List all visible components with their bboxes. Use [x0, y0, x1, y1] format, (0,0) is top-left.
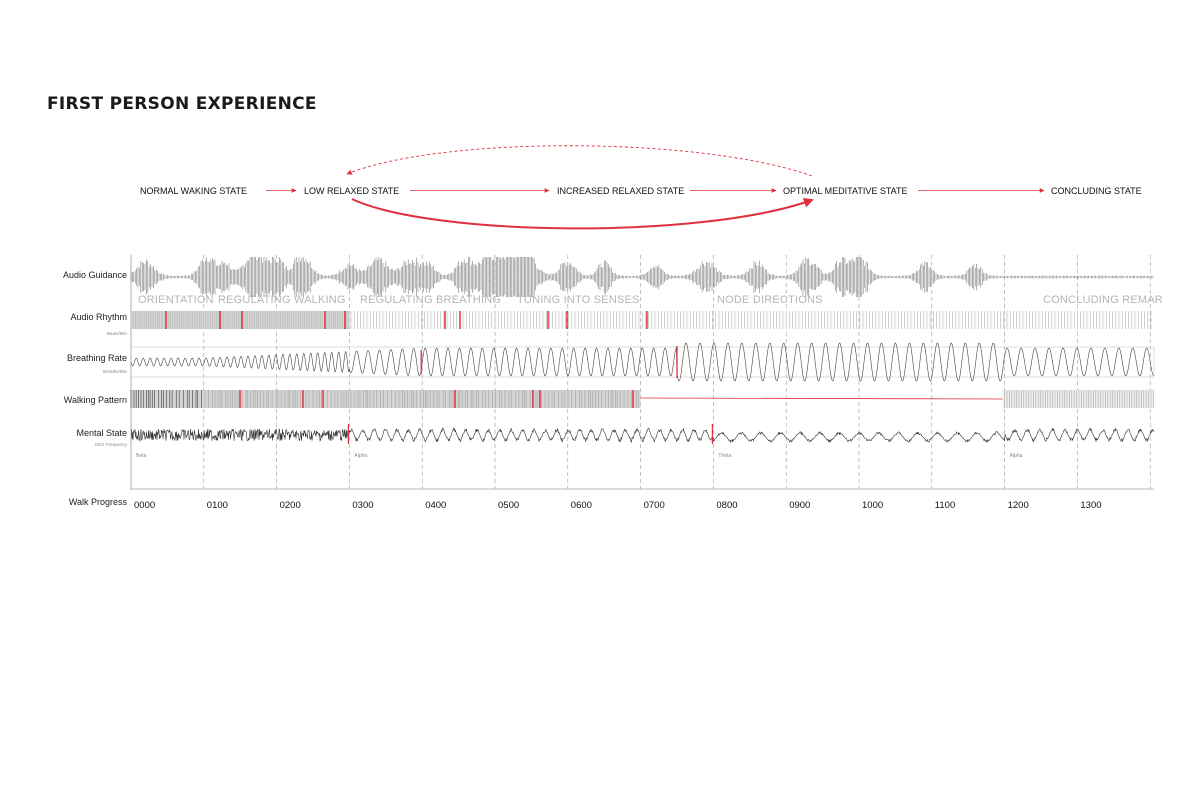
walking-pause-line [640, 397, 1003, 400]
timeline-guides [130, 255, 1154, 490]
tick-label: 0300 [352, 500, 373, 511]
state-flow: NORMAL WAKING STATE LOW RELAXED STATE IN… [140, 145, 1142, 230]
tick-label: 1200 [1008, 500, 1029, 511]
page-title: FIRST PERSON EXPERIENCE [47, 94, 317, 114]
state-normal-waking: NORMAL WAKING STATE [140, 186, 247, 196]
state-low-relaxed: LOW RELAXED STATE [304, 186, 399, 196]
phase-labels: ORIENTATION REGULATING WALKING REGULATING … [138, 294, 1163, 306]
walking-fill-end [1002, 390, 1154, 408]
loop-arrow-forward [351, 197, 814, 230]
breathing-rate-track [130, 342, 1155, 382]
phase-label: ORIENTATION [138, 294, 214, 306]
phase-label: TUNING INTO SENSES [517, 294, 640, 306]
row-sublabel-breathing-rate: Breaths/Min [103, 369, 128, 374]
row-label-audio-guidance: Audio Guidance [63, 270, 127, 280]
eeg-band-labels: Beta Alpha Theta Alpha [136, 453, 1023, 459]
row-sublabel-audio-rhythm: Beats/Min [107, 331, 128, 336]
tick-label: 0700 [644, 500, 665, 511]
walking-pattern-track [130, 390, 1154, 408]
eeg-band-label: Alpha [1010, 453, 1023, 459]
row-label-walk-progress: Walk Progress [69, 497, 128, 507]
walking-fill [131, 390, 641, 408]
row-labels: Audio Guidance Audio Rhythm Beats/Min Br… [63, 270, 128, 507]
state-optimal-meditative: OPTIMAL MEDITATIVE STATE [783, 186, 908, 196]
tick-label: 0200 [280, 500, 301, 511]
tick-label: 0900 [789, 500, 810, 511]
audio-rhythm-fill [131, 311, 350, 329]
audio-guidance-track [130, 257, 1154, 297]
eeg-band-label: Theta [718, 453, 731, 459]
audio-rhythm-track [130, 311, 1152, 329]
audio-guidance-wave [130, 257, 1154, 297]
tick-label: 1300 [1080, 500, 1101, 511]
loop-arrow-back [346, 145, 813, 177]
tick-label: 0100 [207, 500, 228, 511]
eeg-wave [130, 427, 1155, 444]
phase-label: REGULATING WALKING [218, 294, 346, 306]
tick-label: 0800 [716, 500, 737, 511]
state-increased-relaxed: INCREASED RELAXED STATE [557, 186, 684, 196]
tick-label: 1000 [862, 500, 883, 511]
tick-label: 0000 [134, 500, 155, 511]
row-label-breathing-rate: Breathing Rate [67, 353, 127, 363]
eeg-band-label: Beta [136, 453, 147, 459]
tick-label: 1100 [935, 500, 955, 511]
row-label-walking-pattern: Walking Pattern [64, 395, 127, 405]
mental-state-track [130, 424, 1155, 444]
row-label-audio-rhythm: Audio Rhythm [70, 312, 127, 322]
phase-label: NODE DIRECTIONS [717, 294, 823, 306]
row-label-mental-state: Mental State [76, 428, 127, 438]
phase-label: CONCLUDING REMAR [1043, 294, 1163, 306]
eeg-band-label: Alpha [354, 453, 367, 459]
state-concluding: CONCLUDING STATE [1051, 186, 1142, 196]
phase-label: REGULATING BREATHING [360, 294, 501, 306]
row-sublabel-mental-state: EEG Frequency [95, 442, 128, 447]
tick-label: 0400 [425, 500, 446, 511]
breathing-wave [130, 342, 1154, 382]
tick-label: 0500 [498, 500, 519, 511]
walk-progress-axis: 0000 0100 0200 0300 0400 0500 0600 0700 0800 0900… [134, 500, 1102, 511]
tick-label: 0600 [571, 500, 592, 511]
